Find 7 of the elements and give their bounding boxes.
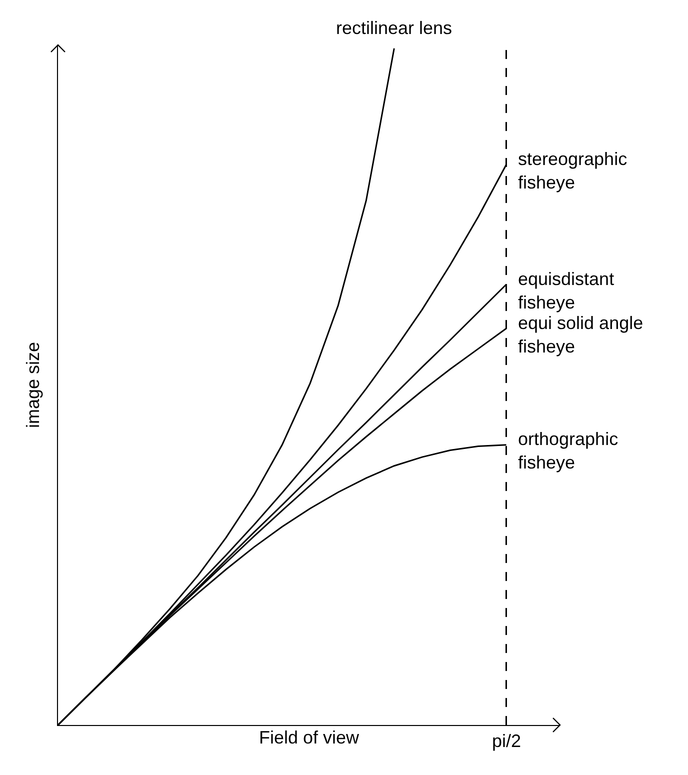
y-axis-title: image size <box>23 342 44 428</box>
x-axis-title: Field of view <box>258 728 360 748</box>
text: pi/2 <box>492 731 522 751</box>
series-label: equi solid angle fisheye <box>518 313 644 356</box>
series-label: rectilinear lens <box>336 18 452 38</box>
series-label: orthographic fisheye <box>518 429 618 472</box>
series-label: stereographic fisheye <box>518 149 628 192</box>
